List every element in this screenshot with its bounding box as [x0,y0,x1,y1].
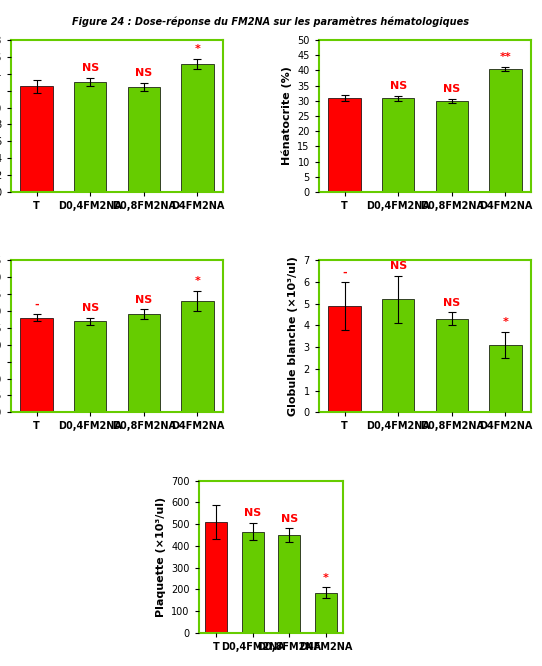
Text: NS: NS [390,261,407,271]
Bar [182,63,214,192]
Text: *: * [195,44,201,54]
Bar [315,593,337,633]
Bar [74,321,106,412]
Bar [328,306,360,412]
Text: NS: NS [390,81,407,91]
Text: NS: NS [135,69,152,79]
Bar [21,318,53,412]
Bar [489,69,521,192]
Bar [128,87,160,192]
Text: -: - [34,300,39,310]
Bar [182,301,214,412]
Y-axis label: Plaquette (×10³/ul): Plaquette (×10³/ul) [156,497,166,617]
Y-axis label: Globule blanche (×10³/ul): Globule blanche (×10³/ul) [288,256,298,416]
Bar [328,98,360,192]
Text: NS: NS [443,298,460,308]
Bar [74,82,106,192]
Text: Figure 24 : Dose-réponse du FM2NA sur les paramètres hématologiques: Figure 24 : Dose-réponse du FM2NA sur le… [73,17,469,27]
Text: *: * [323,573,328,583]
Text: -: - [342,268,347,278]
Text: NS: NS [135,295,152,305]
Text: NS: NS [244,509,261,519]
Text: NS: NS [281,514,298,524]
Text: NS: NS [443,85,460,95]
Bar [382,300,414,412]
Bar [382,99,414,192]
Text: **: ** [500,52,511,62]
Bar [436,319,468,412]
Bar [242,531,264,633]
Bar [128,314,160,412]
Bar [21,87,53,192]
Bar [436,101,468,192]
Bar [278,535,300,633]
Text: *: * [195,276,201,286]
Text: *: * [502,318,508,328]
Text: NS: NS [82,303,99,313]
Bar [205,522,227,633]
Text: NS: NS [82,63,99,73]
Y-axis label: Hénatocrite (%): Hénatocrite (%) [281,67,292,165]
Bar [489,345,521,412]
